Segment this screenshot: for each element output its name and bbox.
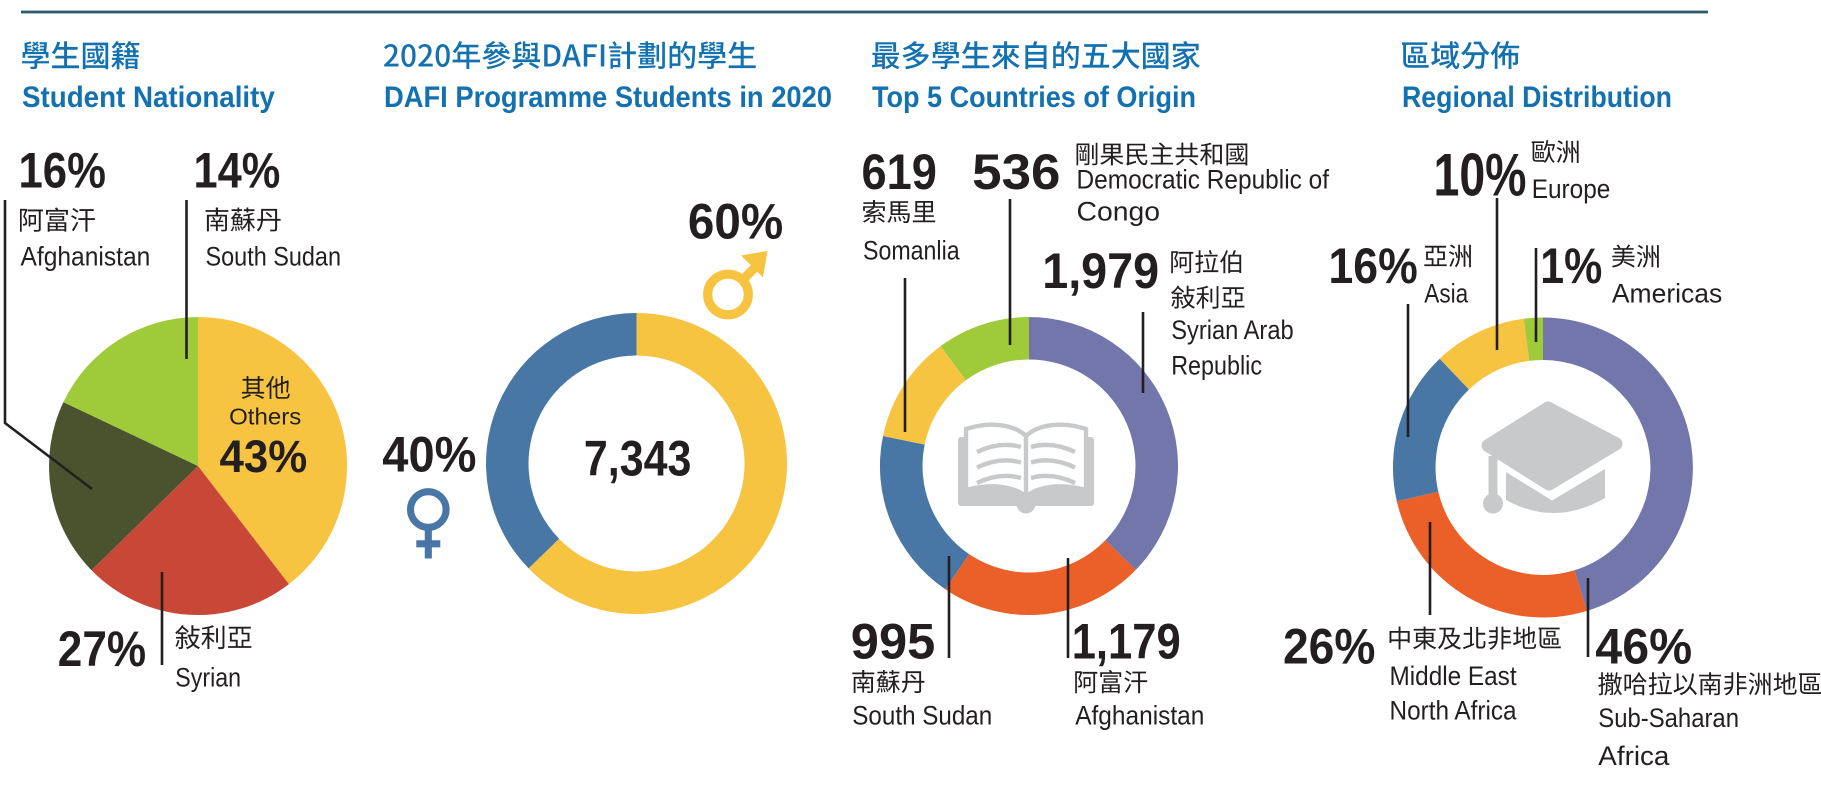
svg-text:14%: 14%: [194, 142, 281, 198]
svg-text:46%: 46%: [1595, 619, 1692, 675]
svg-text:Top 5 Countries of Origin: Top 5 Countries of Origin: [872, 81, 1196, 114]
svg-text:10%: 10%: [1434, 142, 1527, 209]
svg-text:Asia: Asia: [1424, 279, 1469, 309]
svg-text:Syrian Arab: Syrian Arab: [1171, 315, 1294, 345]
svg-text:North Africa: North Africa: [1390, 696, 1518, 726]
svg-text:Congo: Congo: [1077, 196, 1161, 226]
svg-text:619: 619: [862, 144, 937, 200]
svg-text:Middle East: Middle East: [1390, 661, 1518, 691]
svg-text:16%: 16%: [1329, 238, 1418, 294]
svg-text:7,343: 7,343: [584, 431, 692, 487]
svg-text:Syrian: Syrian: [175, 663, 241, 693]
svg-text:DAFI Programme Students in 202: DAFI Programme Students in 2020: [384, 81, 832, 114]
svg-text:Student Nationality: Student Nationality: [22, 81, 275, 114]
svg-text:40%: 40%: [382, 427, 476, 483]
svg-text:Republic: Republic: [1171, 350, 1262, 380]
svg-text:1,979: 1,979: [1042, 243, 1159, 299]
svg-text:Others: Others: [229, 404, 301, 430]
svg-text:1%: 1%: [1540, 238, 1602, 294]
svg-text:Americas: Americas: [1612, 279, 1722, 309]
svg-text:Europe: Europe: [1532, 174, 1611, 204]
svg-text:27%: 27%: [58, 621, 146, 677]
svg-text:Africa: Africa: [1598, 741, 1670, 771]
svg-text:995: 995: [851, 613, 936, 669]
svg-text:536: 536: [972, 144, 1060, 200]
svg-text:Somanlia: Somanlia: [863, 236, 960, 266]
svg-text:Afghanistan: Afghanistan: [1075, 700, 1204, 730]
svg-text:16%: 16%: [19, 142, 106, 198]
svg-text:Afghanistan: Afghanistan: [21, 242, 151, 272]
svg-text:1,179: 1,179: [1072, 613, 1181, 669]
svg-text:South Sudan: South Sudan: [852, 700, 992, 730]
svg-text:Regional Distribution: Regional Distribution: [1402, 81, 1672, 114]
svg-text:26%: 26%: [1283, 619, 1375, 675]
svg-text:South Sudan: South Sudan: [206, 242, 342, 272]
svg-text:43%: 43%: [220, 431, 308, 482]
svg-text:Democratic Republic of: Democratic Republic of: [1077, 165, 1330, 195]
svg-text:60%: 60%: [688, 194, 783, 250]
svg-text:Sub-Saharan: Sub-Saharan: [1598, 703, 1739, 733]
